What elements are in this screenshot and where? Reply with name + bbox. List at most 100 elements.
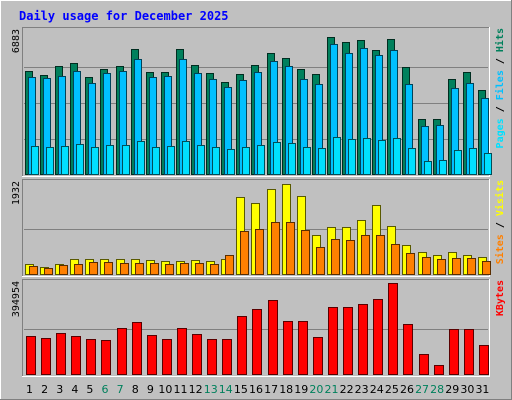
bar-kbytes-day-30 [464,329,474,375]
bar-sites-day-24 [376,235,385,275]
bar-pages-day-29 [454,150,462,175]
bar-kbytes-day-20 [313,337,323,375]
bar-kbytes-day-16 [252,309,262,375]
bar-sites-day-6 [104,262,113,275]
bar-pages-day-15 [242,147,250,175]
x-tick-label-day-17: 17 [264,383,278,396]
bar-pages-day-22 [348,139,356,175]
x-tick-label-day-1: 1 [26,383,33,396]
bar-sites-day-12 [195,263,204,275]
x-tick-label-day-15: 15 [234,383,248,396]
bar-sites-day-1 [29,266,38,275]
legend-hits-files-pages: Pages / Files / Hits [494,28,506,148]
x-tick-label-day-9: 9 [147,383,154,396]
x-tick-label-day-10: 10 [158,383,172,396]
panel-visits-sites: 1932 Sites / Visits [11,179,506,277]
bar-sites-day-28 [437,259,446,275]
bar-pages-day-13 [212,147,220,175]
legend-item-pages: Pages [495,118,506,148]
x-tick-label-day-18: 18 [279,383,293,396]
x-tick-label-day-20: 20 [309,383,323,396]
bar-sites-day-16 [255,229,264,275]
bar-sites-day-17 [271,222,280,275]
bar-kbytes-day-17 [268,300,278,375]
bar-kbytes-day-27 [419,354,429,375]
bar-kbytes-day-10 [162,339,172,375]
legend-item-files: Files [494,70,506,100]
bar-pages-day-10 [167,146,175,175]
bar-sites-day-5 [89,262,98,275]
bar-sites-day-13 [210,264,219,275]
x-tick-label-day-12: 12 [189,383,203,396]
bar-pages-day-27 [424,161,432,175]
bar-kbytes-day-28 [434,365,444,375]
bar-sites-day-20 [316,247,325,275]
x-tick-label-day-4: 4 [71,383,78,396]
bar-pages-day-23 [363,138,371,175]
x-tick-label-day-13: 13 [204,383,218,396]
bar-kbytes-day-12 [192,334,202,375]
bar-kbytes-day-14 [222,339,232,375]
bar-kbytes-day-21 [328,307,338,375]
bar-kbytes-day-31 [479,345,489,375]
bar-kbytes-day-23 [358,304,368,375]
x-tick-label-day-25: 25 [385,383,399,396]
x-tick-label-day-23: 23 [355,383,369,396]
x-tick-label-day-19: 19 [294,383,308,396]
x-tick-label-day-21: 21 [324,383,338,396]
bar-sites-day-22 [346,240,355,275]
bar-kbytes-day-8 [132,322,142,375]
bar-pages-day-14 [227,149,235,175]
x-tick-label-day-5: 5 [86,383,93,396]
bar-kbytes-day-3 [56,333,66,375]
bar-pages-day-30 [469,148,477,175]
bar-sites-day-27 [422,257,431,275]
legend-item-sites: Sites [494,234,506,264]
bar-kbytes-day-13 [207,339,217,375]
legend-separator: / [495,216,506,234]
bar-kbytes-day-25 [388,283,398,375]
bar-sites-day-25 [391,244,400,275]
y-max-label: 6883 [11,29,22,53]
x-tick-label-day-26: 26 [400,383,414,396]
bar-kbytes-day-1 [26,336,36,375]
legend-kbytes: KBytes [495,280,506,316]
x-tick-label-day-31: 31 [475,383,489,396]
legend-item-visits: Visits [494,180,506,216]
chart-title: Daily usage for December 2025 [19,9,229,23]
bar-pages-day-12 [197,145,205,175]
bar-kbytes-day-22 [343,307,353,375]
bar-sites-day-26 [406,253,415,275]
bar-sites-day-21 [331,239,340,275]
bar-sites-day-14 [225,255,234,275]
bar-pages-day-8 [137,141,145,175]
bar-sites-day-23 [361,235,370,275]
bar-sites-day-7 [120,263,129,275]
bar-kbytes-day-4 [71,336,81,375]
bar-kbytes-day-29 [449,329,459,375]
bar-pages-day-11 [182,141,190,175]
bar-kbytes-day-26 [403,324,413,375]
x-tick-label-day-22: 22 [340,383,354,396]
x-tick-label-day-3: 3 [56,383,63,396]
bar-pages-day-31 [484,153,492,175]
y-max-label: 1932 [11,181,22,205]
bar-pages-day-2 [46,147,54,175]
bar-sites-day-31 [482,261,491,275]
bar-kbytes-day-6 [101,340,111,375]
bar-kbytes-day-7 [117,328,127,375]
bar-sites-day-9 [150,263,159,275]
x-tick-label-day-14: 14 [219,383,233,396]
bar-pages-day-24 [378,140,386,175]
x-tick-label-day-8: 8 [132,383,139,396]
legend-separator: / [495,52,506,70]
bar-pages-day-9 [152,147,160,175]
bar-sites-day-4 [74,264,83,275]
legend-item-kbytes: KBytes [495,280,506,316]
bar-pages-day-5 [91,147,99,175]
bar-kbytes-day-19 [298,321,308,375]
bar-pages-day-28 [439,160,447,175]
x-tick-label-day-2: 2 [41,383,48,396]
bar-pages-day-1 [31,146,39,175]
